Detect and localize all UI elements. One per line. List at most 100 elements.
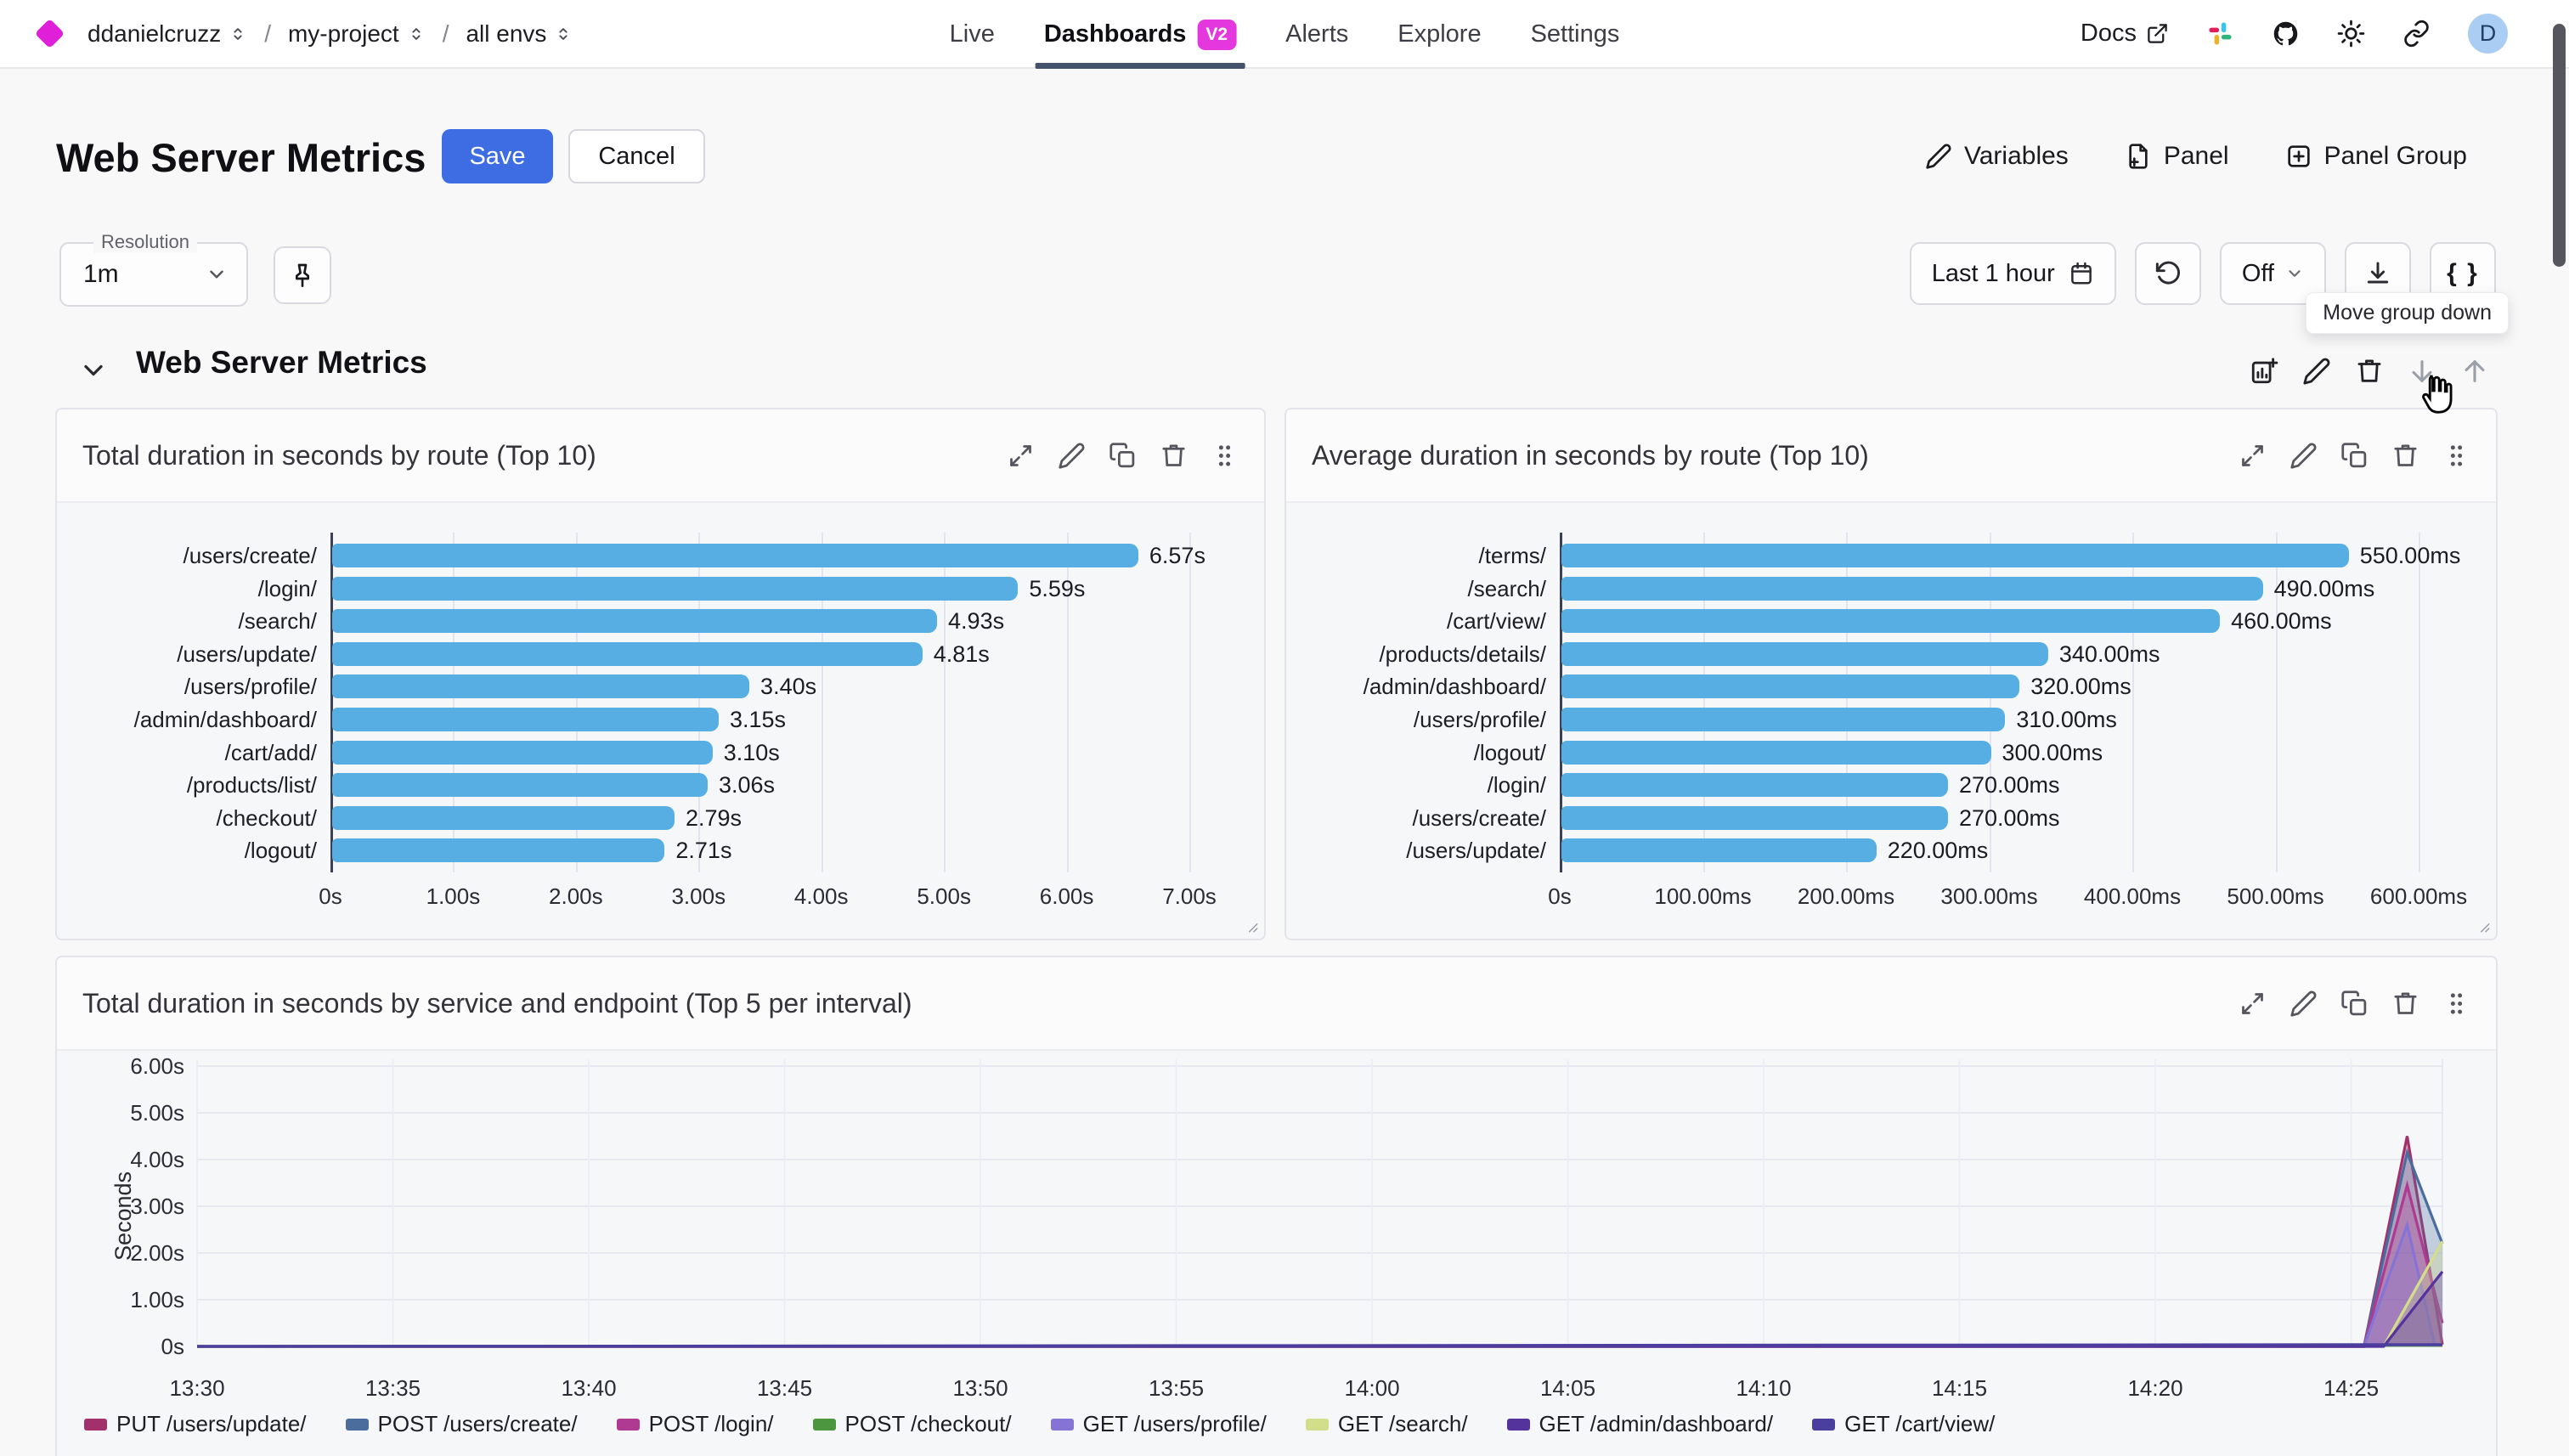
tab-alerts[interactable]: Alerts — [1285, 0, 1348, 69]
series-line — [197, 1240, 2444, 1348]
refresh-button[interactable] — [2134, 242, 2201, 305]
docs-link[interactable]: Docs — [2081, 20, 2169, 48]
variables-button[interactable]: Variables — [1925, 142, 2069, 171]
breadcrumb-item-ddanielcruzz[interactable]: ddanielcruzz — [88, 20, 247, 48]
version-badge: V2 — [1197, 19, 1237, 50]
drag-handle-icon[interactable] — [2442, 990, 2470, 1018]
time-series-plot[interactable] — [196, 1059, 2444, 1348]
bar[interactable] — [332, 641, 923, 666]
copy-icon[interactable] — [2340, 442, 2369, 470]
bar-value-label: 4.81s — [933, 641, 990, 667]
expand-icon[interactable] — [2239, 990, 2267, 1018]
series-area — [197, 1241, 2442, 1346]
bar[interactable] — [332, 708, 719, 731]
legend-item[interactable]: GET /cart/view/ — [1812, 1411, 1995, 1437]
delete-group-button[interactable] — [2352, 353, 2387, 389]
slack-icon[interactable] — [2206, 20, 2234, 48]
time-range-picker[interactable]: Last 1 hour — [1909, 242, 2116, 305]
bar[interactable] — [1561, 674, 2020, 699]
plus-square-icon — [2285, 143, 2312, 170]
bar[interactable] — [1561, 641, 2048, 666]
legend-item[interactable]: POST /checkout/ — [812, 1411, 1012, 1437]
refresh-icon — [2154, 260, 2182, 287]
pencil-icon[interactable] — [2290, 442, 2318, 470]
bar[interactable] — [332, 805, 675, 830]
save-button[interactable]: Save — [442, 129, 553, 183]
copy-icon[interactable] — [2340, 990, 2369, 1018]
bar[interactable] — [332, 674, 750, 699]
add-panel-button[interactable]: Panel — [2125, 142, 2229, 171]
resize-handle-icon[interactable] — [2476, 918, 2491, 934]
bar-value-label: 3.40s — [760, 674, 817, 700]
bar-value-label: 5.59s — [1029, 575, 1086, 601]
trash-icon — [2355, 357, 2384, 386]
share-link-icon[interactable] — [2402, 20, 2431, 48]
bar[interactable] — [332, 773, 708, 798]
bar[interactable] — [332, 576, 1019, 601]
theme-toggle-sun-icon[interactable] — [2337, 20, 2365, 48]
bar[interactable] — [332, 740, 713, 765]
x-tick-label: 14:20 — [2127, 1375, 2183, 1401]
bar[interactable] — [1561, 773, 1948, 798]
pin-resolution-button[interactable] — [274, 246, 331, 304]
tab-explore[interactable]: Explore — [1397, 0, 1481, 69]
series-area — [197, 1136, 2442, 1346]
panel-actions — [2239, 442, 2470, 470]
edit-group-button[interactable] — [2299, 353, 2335, 389]
avatar[interactable]: D — [2468, 14, 2508, 54]
legend-item[interactable]: GET /users/profile/ — [1050, 1411, 1267, 1437]
legend-item[interactable]: POST /login/ — [616, 1411, 774, 1437]
bar[interactable] — [332, 544, 1138, 567]
tab-dashboards[interactable]: Dashboards V2 — [1035, 0, 1245, 69]
expand-icon[interactable] — [2239, 442, 2267, 470]
breadcrumb-item-my-project[interactable]: my-project — [288, 20, 426, 48]
bar[interactable] — [1561, 838, 1877, 863]
trash-icon[interactable] — [2391, 990, 2419, 1018]
legend-item[interactable]: GET /admin/dashboard/ — [1506, 1411, 1773, 1437]
vertical-scrollbar[interactable] — [2553, 24, 2566, 267]
bar-value-label: 310.00ms — [2016, 707, 2117, 732]
github-icon[interactable] — [2272, 20, 2300, 48]
trash-icon[interactable] — [1160, 442, 1188, 470]
copy-icon[interactable] — [1109, 442, 1137, 470]
resolution-select[interactable]: Resolution 1m — [59, 231, 248, 307]
move-group-down-button[interactable] — [2404, 353, 2440, 389]
drag-handle-icon[interactable] — [2442, 442, 2470, 470]
bar-chart: 0s 1.00s 2.00s 3.00s 4.00s 5.00s 6.00s 7.00s/us… — [57, 503, 1264, 939]
collapse-group-chevron[interactable] — [78, 355, 109, 386]
trash-icon[interactable] — [2391, 442, 2419, 470]
bar[interactable] — [1561, 740, 1991, 765]
breadcrumb-label: my-project — [287, 20, 399, 47]
gridline — [1066, 533, 1069, 872]
bar[interactable] — [1561, 609, 2221, 634]
breadcrumb-item-all envs[interactable]: all envs — [466, 20, 573, 48]
legend-label: PUT /users/update/ — [116, 1411, 307, 1436]
bar[interactable] — [1561, 805, 1948, 830]
bar[interactable] — [1561, 544, 2349, 567]
drag-handle-icon[interactable] — [1211, 442, 1239, 470]
pencil-icon[interactable] — [1058, 442, 1086, 470]
panel-group-actions — [2246, 353, 2493, 389]
pencil-icon[interactable] — [2290, 990, 2318, 1018]
tab-live[interactable]: Live — [950, 0, 995, 69]
arrow-down-icon — [2408, 357, 2436, 386]
x-tick-label: 0s — [1548, 883, 1572, 909]
bar-value-label: 460.00ms — [2231, 608, 2332, 635]
selector-icon — [554, 25, 573, 43]
category-label: /products/details/ — [1379, 641, 1546, 667]
move-group-up-button[interactable] — [2457, 353, 2493, 389]
series-area — [197, 1225, 2442, 1346]
add-panel-group-button[interactable]: Panel Group — [2285, 142, 2467, 171]
legend-item[interactable]: POST /users/create/ — [345, 1411, 578, 1437]
bar[interactable] — [1561, 576, 2263, 601]
bar[interactable] — [332, 609, 938, 634]
cancel-button[interactable]: Cancel — [568, 129, 705, 183]
bar[interactable] — [1561, 708, 2006, 731]
resize-handle-icon[interactable] — [1244, 918, 1259, 934]
legend-item[interactable]: PUT /users/update/ — [84, 1411, 307, 1437]
legend-item[interactable]: GET /search/ — [1305, 1411, 1468, 1437]
expand-icon[interactable] — [1007, 442, 1035, 470]
bar[interactable] — [332, 838, 665, 863]
add-chart-to-group-button[interactable] — [2246, 353, 2282, 389]
tab-settings[interactable]: Settings — [1531, 0, 1620, 69]
